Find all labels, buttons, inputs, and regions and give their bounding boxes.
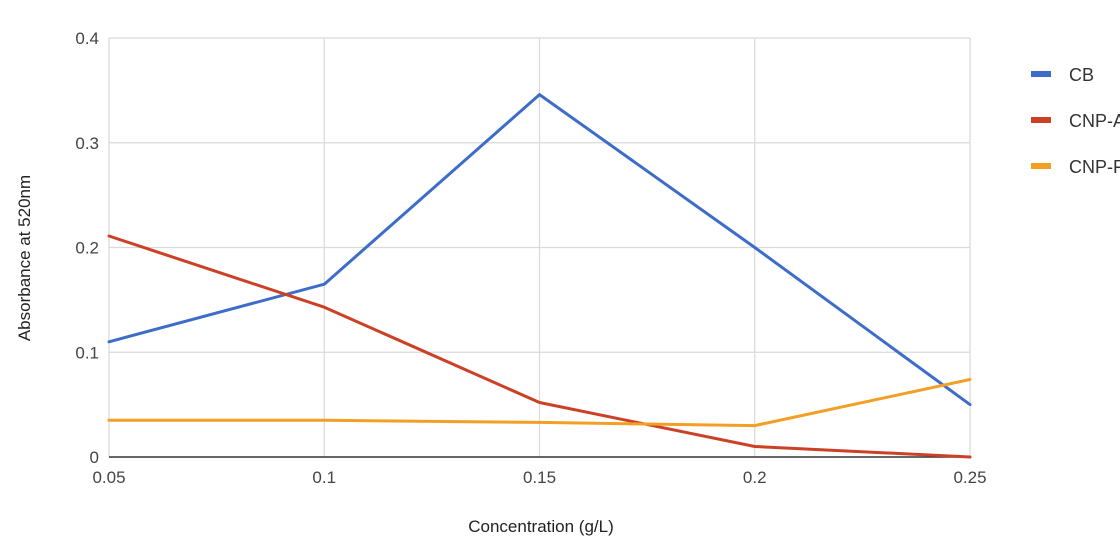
series-line-cnp-f: [107, 378, 972, 428]
x-tick-label: 0.2: [743, 468, 767, 487]
series-lines: [107, 93, 972, 459]
tick-labels: 0 0.1 0.2 0.3 0.4 0.05 0.1 0.15 0.2 0.25: [75, 29, 986, 487]
legend-swatch-cnp-f: [1031, 163, 1051, 169]
series-line-cb: [107, 93, 972, 407]
y-tick-label: 0: [90, 448, 99, 467]
legend-swatch-cnp-a: [1031, 117, 1051, 123]
x-axis-title: Concentration (g/L): [468, 517, 614, 536]
legend-swatch-cb: [1031, 71, 1051, 77]
legend-label-cb: CB: [1069, 65, 1094, 85]
legend-label-cnp-a: CNP-A: [1069, 111, 1120, 131]
legend: CB CNP-A CNP-F: [1031, 65, 1120, 177]
y-tick-label: 0.1: [75, 343, 99, 362]
x-tick-label: 0.05: [92, 468, 125, 487]
x-tick-label: 0.1: [312, 468, 336, 487]
y-tick-label: 0.3: [75, 134, 99, 153]
gridlines: [108, 37, 971, 457]
legend-label-cnp-f: CNP-F: [1069, 157, 1120, 177]
y-tick-label: 0.4: [75, 29, 99, 48]
y-axis-title: Absorbance at 520nm: [15, 175, 34, 341]
series-line-cnp-a: [107, 234, 972, 459]
x-tick-label: 0.15: [523, 468, 556, 487]
x-tick-label: 0.25: [953, 468, 986, 487]
y-tick-label: 0.2: [75, 239, 99, 258]
